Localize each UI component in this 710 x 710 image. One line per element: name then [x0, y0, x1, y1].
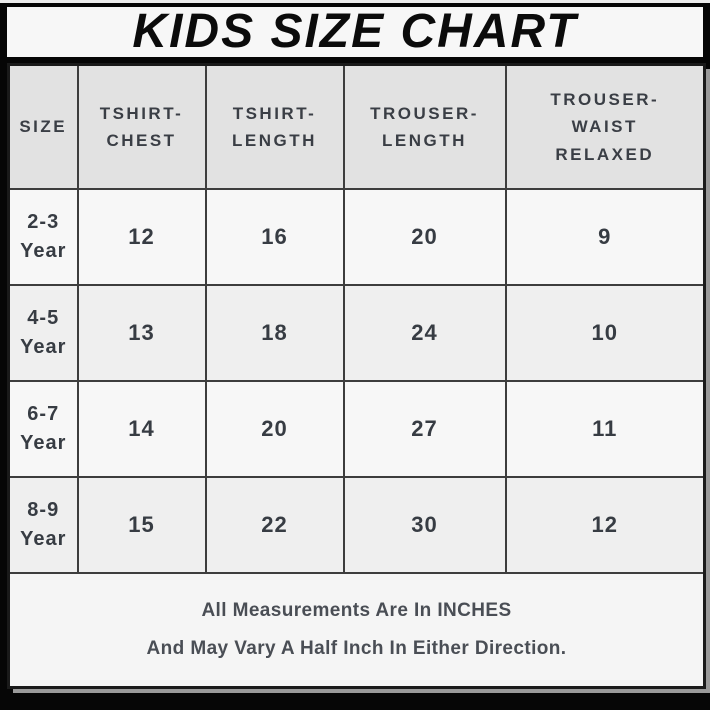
- table-row-8-9-year: 8-9 Year 15 22 30 12: [7, 476, 706, 574]
- table-row-4-5-year: 4-5 Year 13 18 24 10: [7, 284, 706, 382]
- title-bar: KIDS SIZE CHART: [7, 4, 703, 58]
- measurement-note: All Measurements Are In INCHES And May V…: [7, 572, 706, 689]
- trouser-length-value: 30: [342, 476, 507, 574]
- tshirt-length-value: 16: [204, 188, 345, 286]
- size-label: 4-5 Year: [7, 284, 79, 382]
- top-edge-highlight: [0, 0, 710, 3]
- table-row-6-7-year: 6-7 Year 14 20 27 11: [7, 380, 706, 478]
- column-header-tshirt-chest: TSHIRT- CHEST: [76, 63, 207, 190]
- measurement-note-line1: All Measurements Are In INCHES: [201, 600, 512, 621]
- tshirt-length-value: 22: [204, 476, 345, 574]
- trouser-length-value: 24: [342, 284, 507, 382]
- table-header-row: SIZE TSHIRT- CHEST TSHIRT- LENGTH TROUSE…: [7, 63, 706, 190]
- size-label: 8-9 Year: [7, 476, 79, 574]
- trouser-length-value: 20: [342, 188, 507, 286]
- page-title: KIDS SIZE CHART: [132, 4, 578, 58]
- size-label: 6-7 Year: [7, 380, 79, 478]
- tshirt-chest-value: 14: [76, 380, 207, 478]
- table-row-2-3-year: 2-3 Year 12 16 20 9: [7, 188, 706, 286]
- column-header-tshirt-length: TSHIRT- LENGTH: [204, 63, 345, 190]
- tshirt-chest-value: 15: [76, 476, 207, 574]
- column-header-trouser-length: TROUSER- LENGTH: [342, 63, 507, 190]
- measurement-note-line2: And May Vary A Half Inch In Either Direc…: [146, 638, 567, 659]
- trouser-waist-value: 11: [504, 380, 706, 478]
- trouser-waist-value: 12: [504, 476, 706, 574]
- column-header-trouser-waist-relaxed: TROUSER- WAIST RELAXED: [504, 63, 706, 190]
- trouser-waist-value: 9: [504, 188, 706, 286]
- table-footer-row: All Measurements Are In INCHES And May V…: [7, 572, 706, 689]
- trouser-length-value: 27: [342, 380, 507, 478]
- trouser-waist-value: 10: [504, 284, 706, 382]
- tshirt-length-value: 18: [204, 284, 345, 382]
- tshirt-chest-value: 13: [76, 284, 207, 382]
- kids-size-table: SIZE TSHIRT- CHEST TSHIRT- LENGTH TROUSE…: [7, 63, 706, 689]
- tshirt-chest-value: 12: [76, 188, 207, 286]
- size-label: 2-3 Year: [7, 188, 79, 286]
- tshirt-length-value: 20: [204, 380, 345, 478]
- column-header-size: SIZE: [7, 63, 79, 190]
